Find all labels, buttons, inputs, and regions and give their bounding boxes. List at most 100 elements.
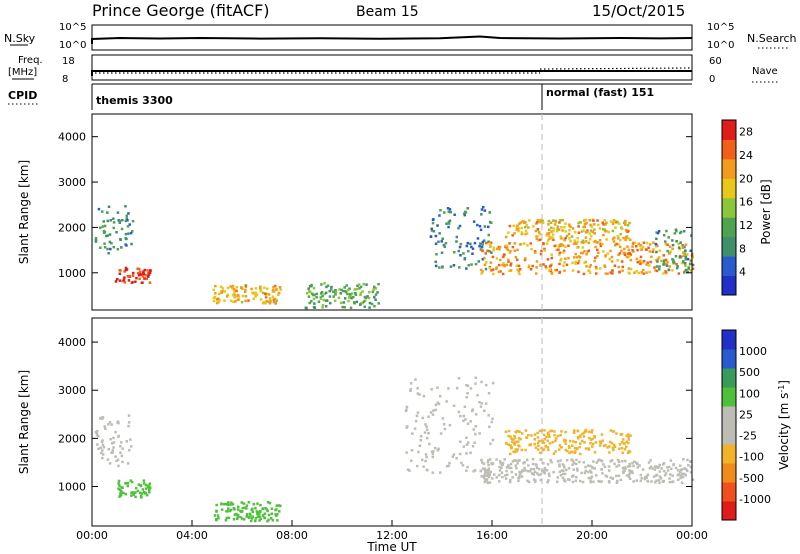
echo-cell-velocity-echoes-5-20 bbox=[543, 438, 546, 441]
echo-cell-velocity-echoes-5-119 bbox=[627, 438, 630, 441]
echo-cell-velocity-echoes-0-21 bbox=[112, 441, 116, 444]
echo-cell-power-echoes-6-196 bbox=[626, 230, 629, 233]
echo-cell-power-echoes-5-272 bbox=[662, 259, 666, 262]
echo-cell-power-echoes-6-49 bbox=[537, 239, 540, 242]
echo-cell-velocity-echoes-2-29 bbox=[279, 504, 282, 508]
echo-cell-power-echoes-1-53 bbox=[128, 274, 132, 278]
echo-cell-velocity-echoes-3-39 bbox=[487, 392, 491, 395]
echo-cell-power-echoes-5-1 bbox=[539, 252, 543, 256]
echo-cell-power-echoes-6-92 bbox=[508, 224, 512, 228]
echo-cell-velocity-echoes-4-306 bbox=[653, 465, 657, 468]
echo-cell-power-echoes-6-187 bbox=[598, 239, 602, 242]
echo-cell-power-echoes-5-138 bbox=[489, 241, 493, 244]
echo-cell-velocity-echoes-3-18 bbox=[466, 422, 470, 425]
echo-cell-velocity-echoes-4-259 bbox=[526, 458, 529, 462]
echo-cell-power-echoes-5-174 bbox=[668, 245, 672, 248]
echo-cell-velocity-echoes-2-3 bbox=[251, 515, 254, 518]
echo-cell-power-echoes-2-98 bbox=[274, 301, 277, 304]
echo-cell-power-echoes-5-23 bbox=[543, 247, 546, 251]
echo-cell-velocity-echoes-4-242 bbox=[657, 465, 660, 469]
echo-cell-power-echoes-3-74 bbox=[371, 290, 375, 294]
echo-cell-velocity-echoes-5-81 bbox=[579, 452, 582, 456]
echo-cell-power-echoes-5-137 bbox=[599, 244, 603, 248]
echo-cell-power-echoes-5-289 bbox=[555, 244, 558, 247]
echo-cell-power-echoes-5-270 bbox=[575, 242, 578, 245]
echo-cell-power-echoes-6-82 bbox=[590, 225, 593, 228]
echo-cell-velocity-echoes-3-43 bbox=[474, 432, 477, 436]
echo-cell-velocity-echoes-5-72 bbox=[583, 441, 586, 444]
echo-cell-power-echoes-6-109 bbox=[576, 240, 579, 243]
echo-cell-power-echoes-4-59 bbox=[455, 235, 459, 239]
echo-cell-power-echoes-3-2 bbox=[359, 292, 363, 295]
echo-cell-power-echoes-4-84 bbox=[482, 205, 485, 209]
echo-cell-power-echoes-6-131 bbox=[616, 235, 620, 238]
echo-cell-velocity-echoes-5-30 bbox=[509, 452, 512, 456]
echo-cell-power-echoes-4-58 bbox=[480, 208, 484, 211]
echo-cell-velocity-echoes-3-116 bbox=[405, 451, 408, 454]
echo-cell-power-echoes-5-233 bbox=[656, 257, 660, 261]
echo-cell-velocity-echoes-0-46 bbox=[101, 453, 105, 456]
echo-cell-power-echoes-7-24 bbox=[690, 234, 693, 237]
echo-cell-power-echoes-7-8 bbox=[682, 254, 685, 258]
echo-cell-power-echoes-2-34 bbox=[221, 287, 225, 290]
echo-cell-power-echoes-6-107 bbox=[550, 230, 553, 233]
echo-cell-power-echoes-5-87 bbox=[505, 263, 508, 266]
echo-cell-velocity-echoes-4-181 bbox=[621, 467, 625, 470]
echo-cell-power-echoes-4-32 bbox=[471, 247, 475, 250]
echo-cell-velocity-echoes-5-130 bbox=[576, 435, 580, 439]
echo-cell-power-echoes-6-188 bbox=[527, 226, 530, 229]
echo-cell-velocity-echoes-3-69 bbox=[451, 455, 454, 458]
echo-cell-velocity-echoes-4-318 bbox=[505, 466, 509, 469]
echo-cell-power-echoes-5-61 bbox=[507, 260, 510, 263]
echo-cell-velocity-echoes-4-255 bbox=[505, 469, 508, 473]
echo-cell-power-echoes-3-105 bbox=[334, 290, 338, 294]
echo-cell-power-echoes-5-203 bbox=[499, 270, 502, 273]
echo-cell-power-echoes-1-9 bbox=[147, 272, 150, 275]
echo-cell-power-echoes-3-52 bbox=[320, 292, 323, 295]
echo-cell-velocity-echoes-2-104 bbox=[266, 509, 269, 513]
echo-cell-power-echoes-4-77 bbox=[483, 225, 487, 228]
echo-cell-velocity-echoes-4-191 bbox=[560, 469, 564, 472]
echo-cell-power-echoes-6-6 bbox=[592, 223, 596, 226]
echo-cell-power-echoes-6-149 bbox=[620, 227, 624, 231]
echo-cell-velocity-echoes-4-114 bbox=[683, 472, 686, 476]
echo-cell-power-echoes-6-42 bbox=[617, 237, 620, 240]
echo-cell-velocity-echoes-4-20 bbox=[552, 470, 555, 474]
echo-cell-power-echoes-2-46 bbox=[275, 299, 278, 302]
echo-cell-power-echoes-6-136 bbox=[536, 219, 540, 222]
echo-cell-velocity-echoes-5-109 bbox=[516, 429, 520, 433]
echo-cell-power-echoes-1-36 bbox=[141, 275, 145, 278]
echo-cell-power-echoes-5-249 bbox=[691, 256, 694, 259]
echo-cell-power-echoes-3-48 bbox=[315, 296, 318, 299]
echo-cell-velocity-echoes-5-117 bbox=[537, 444, 540, 448]
echo-cell-velocity-echoes-4-104 bbox=[566, 478, 570, 481]
echo-cell-power-echoes-5-316 bbox=[574, 260, 577, 264]
echo-cell-velocity-echoes-5-105 bbox=[574, 450, 577, 453]
echo-cell-velocity-echoes-4-101 bbox=[676, 469, 680, 472]
echo-cell-velocity-echoes-4-176 bbox=[514, 464, 517, 467]
echo-cell-velocity-echoes-4-310 bbox=[615, 465, 618, 468]
echo-cell-power-echoes-5-39 bbox=[651, 250, 655, 253]
echo-cell-velocity-echoes-3-27 bbox=[439, 471, 442, 474]
echo-cell-power-echoes-5-117 bbox=[620, 249, 623, 253]
echo-cell-power-echoes-7-22 bbox=[655, 231, 658, 234]
echo-cell-power-echoes-2-90 bbox=[247, 299, 250, 302]
echo-cell-power-echoes-6-130 bbox=[624, 238, 627, 242]
echo-cell-velocity-echoes-5-12 bbox=[622, 438, 625, 441]
echo-cell-power-echoes-3-68 bbox=[313, 293, 316, 297]
echo-cell-velocity-echoes-3-12 bbox=[448, 461, 451, 465]
echo-cell-power-echoes-6-74 bbox=[611, 229, 615, 233]
echo-cell-power-echoes-5-191 bbox=[652, 241, 655, 244]
echo-cell-velocity-echoes-3-101 bbox=[436, 401, 439, 405]
echo-cell-power-echoes-1-24 bbox=[125, 268, 129, 271]
echo-cell-power-echoes-6-60 bbox=[605, 221, 608, 225]
echo-cell-power-echoes-5-69 bbox=[491, 268, 495, 271]
echo-cell-power-echoes-4-94 bbox=[448, 208, 452, 211]
echo-cell-power-echoes-3-59 bbox=[352, 301, 356, 304]
velocity-colorbar-swatch bbox=[722, 482, 736, 502]
echo-cell-power-echoes-0-57 bbox=[106, 247, 109, 251]
echo-cell-power-echoes-3-32 bbox=[347, 288, 350, 292]
echo-cell-power-echoes-5-246 bbox=[517, 270, 520, 273]
echo-cell-velocity-echoes-2-55 bbox=[270, 512, 274, 515]
echo-cell-power-echoes-1-51 bbox=[130, 281, 134, 284]
